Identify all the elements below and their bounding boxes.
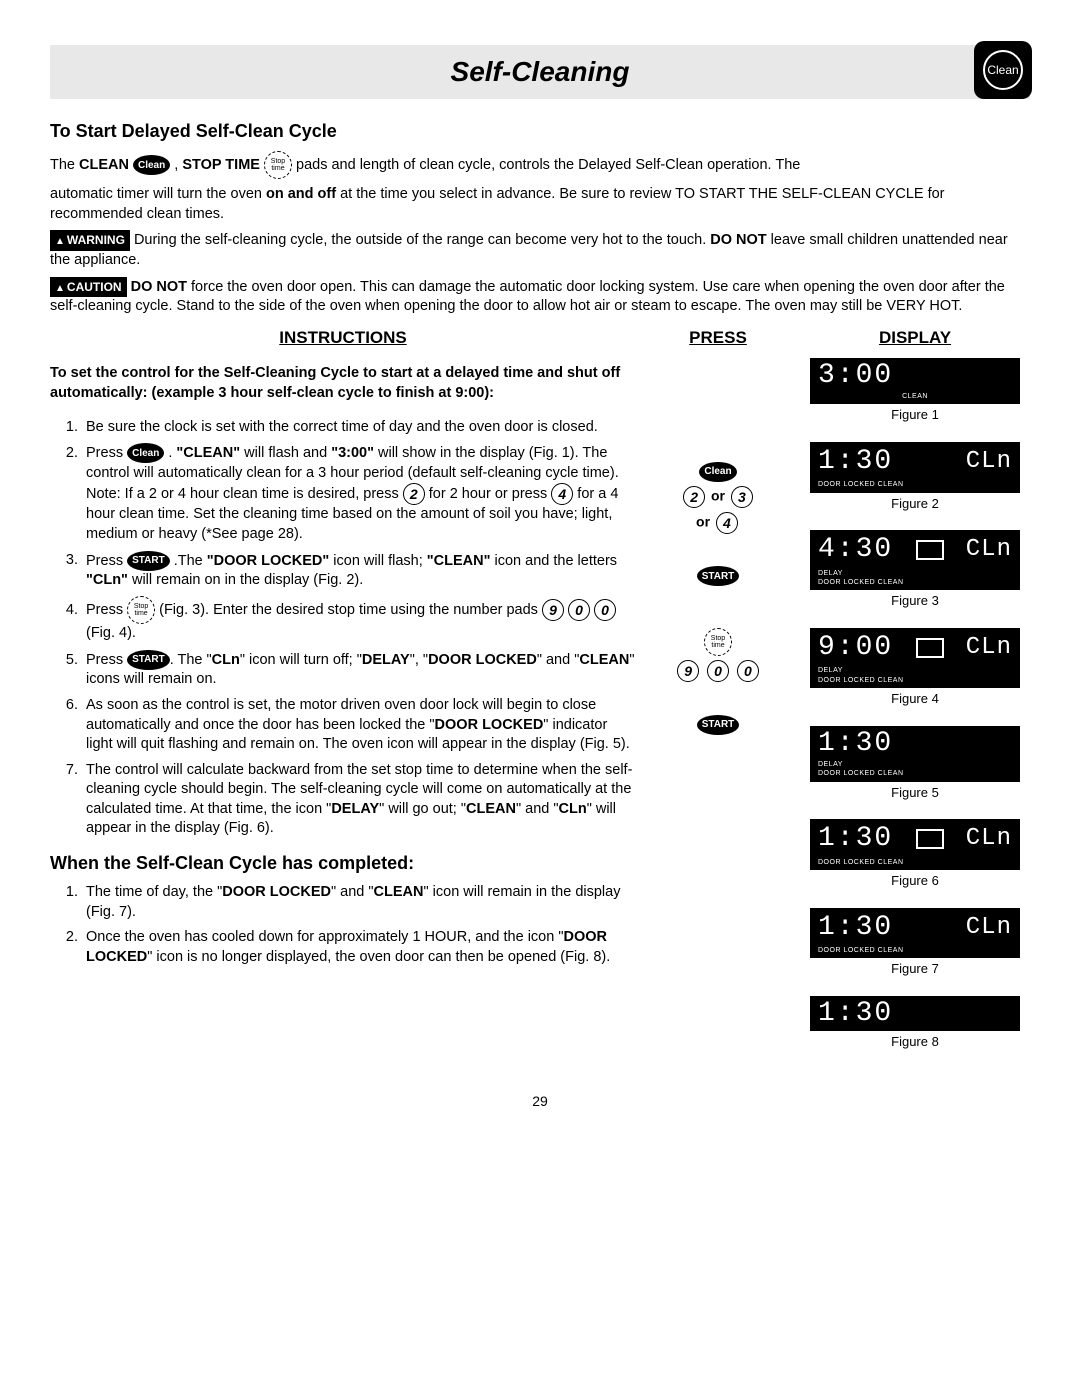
- display-sub-text: DELAYDOOR LOCKED CLEAN: [818, 666, 1012, 685]
- keypad-4-icon: 4: [551, 483, 573, 505]
- oven-icon: [916, 540, 944, 560]
- instruction-step: As soon as the control is set, the motor…: [82, 696, 636, 755]
- display-main-time: 1:30: [818, 914, 893, 942]
- keypad-0-icon: 0: [568, 599, 590, 621]
- display-side-text: CLn: [966, 446, 1012, 478]
- figure-caption: Figure 8: [800, 1033, 1030, 1051]
- clean-pad-icon: Clean: [133, 155, 170, 175]
- display-side-text: CLn: [966, 632, 1012, 664]
- instruction-step: Press Stoptime (Fig. 3). Enter the desir…: [82, 596, 636, 644]
- page-number: 29: [50, 1092, 1030, 1111]
- display-main-time: 4:30: [818, 536, 893, 564]
- three-column-layout: INSTRUCTIONS To set the control for the …: [50, 327, 1030, 1069]
- display-side-text: CLn: [966, 823, 1012, 855]
- oven-display: 3:00 CLEAN: [810, 358, 1020, 404]
- oven-display: 1:30 CLn DOOR LOCKED CLEAN: [810, 442, 1020, 493]
- figure-caption: Figure 1: [800, 406, 1030, 424]
- completed-step: Once the oven has cooled down for approx…: [82, 928, 636, 967]
- oven-display: 4:30 CLn DELAYDOOR LOCKED CLEAN: [810, 530, 1020, 590]
- oven-display: 1:30 CLn DOOR LOCKED CLEAN: [810, 819, 1020, 870]
- figure-caption: Figure 3: [800, 592, 1030, 610]
- keypad-2-icon: 2: [403, 483, 425, 505]
- keypad-9-icon: 9: [677, 660, 699, 682]
- figure-caption: Figure 4: [800, 690, 1030, 708]
- oven-display: 9:00 CLn DELAYDOOR LOCKED CLEAN: [810, 628, 1020, 688]
- instructions-column: INSTRUCTIONS To set the control for the …: [50, 327, 636, 1069]
- instruction-step: The control will calculate backward from…: [82, 761, 636, 839]
- warning-badge: WARNING: [50, 230, 130, 251]
- keypad-0-icon: 0: [737, 660, 759, 682]
- instruction-step: Press START. The "CLn" icon will turn of…: [82, 650, 636, 690]
- figure-caption: Figure 5: [800, 784, 1030, 802]
- figure-caption: Figure 6: [800, 872, 1030, 890]
- display-sub-text: DOOR LOCKED CLEAN: [818, 946, 1012, 955]
- clean-badge-label: Clean: [983, 50, 1023, 90]
- press-header: PRESS: [648, 327, 788, 350]
- clean-pad-icon: Clean: [127, 443, 164, 463]
- clean-pad-icon: Clean: [699, 462, 736, 482]
- press-step-5: START: [648, 714, 788, 734]
- keypad-9-icon: 9: [542, 599, 564, 621]
- display-main-time: 3:00: [818, 362, 893, 390]
- display-main-time: 9:00: [818, 634, 893, 662]
- instructions-header: INSTRUCTIONS: [50, 327, 636, 350]
- oven-display: 1:30 DELAYDOOR LOCKED CLEAN: [810, 726, 1020, 782]
- stop-time-pad-icon: Stop time: [704, 628, 732, 656]
- oven-display: 1:30 CLn DOOR LOCKED CLEAN: [810, 908, 1020, 959]
- display-sub-text: DOOR LOCKED CLEAN: [818, 858, 1012, 867]
- display-side-text: CLn: [966, 912, 1012, 944]
- display-header: DISPLAY: [800, 327, 1030, 350]
- instruction-step: Press Clean . "CLEAN" will flash and "3:…: [82, 443, 636, 544]
- instructions-lead: To set the control for the Self-Cleaning…: [50, 365, 620, 401]
- stop-time-pad-icon: Stoptime: [127, 596, 155, 624]
- display-sub-text: DOOR LOCKED CLEAN: [818, 480, 1012, 489]
- keypad-2-icon: 2: [683, 486, 705, 508]
- header-band: Self-Cleaning Clean: [50, 45, 1030, 99]
- keypad-0-icon: 0: [594, 599, 616, 621]
- display-main-time: 1:30: [818, 1000, 893, 1028]
- instruction-step: Be sure the clock is set with the correc…: [82, 418, 636, 438]
- intro-block: The CLEAN Clean , STOP TIME Stop time pa…: [50, 151, 1030, 317]
- start-pad-icon: START: [697, 715, 740, 735]
- press-step-3: START: [648, 566, 788, 586]
- display-main-time: 1:30: [818, 730, 893, 758]
- completed-list: The time of day, the "DOOR LOCKED" and "…: [50, 883, 636, 967]
- oven-icon: [916, 638, 944, 658]
- start-pad-icon: START: [697, 566, 740, 586]
- display-side-text: CLn: [966, 534, 1012, 566]
- display-main-time: 1:30: [818, 448, 893, 476]
- completed-step: The time of day, the "DOOR LOCKED" and "…: [82, 883, 636, 922]
- clean-badge-icon: Clean: [974, 41, 1032, 99]
- page-title: Self-Cleaning: [50, 45, 1030, 99]
- display-sub-text: DELAYDOOR LOCKED CLEAN: [818, 569, 1012, 588]
- keypad-3-icon: 3: [731, 486, 753, 508]
- instructions-list: Be sure the clock is set with the correc…: [50, 418, 636, 839]
- figure-caption: Figure 7: [800, 960, 1030, 978]
- section-heading-completed: When the Self-Clean Cycle has completed:: [50, 851, 636, 875]
- press-step-2: Clean 2 or 3 or 4: [648, 462, 788, 534]
- stop-time-pad-icon: Stop time: [264, 151, 292, 179]
- instruction-step: Press START .The "DOOR LOCKED" icon will…: [82, 551, 636, 591]
- display-sub-text: CLEAN: [818, 392, 1012, 401]
- press-column: PRESS Clean 2 or 3 or 4 START Stop time: [648, 327, 788, 1069]
- start-pad-icon: START: [127, 551, 170, 571]
- oven-display: 1:30: [810, 996, 1020, 1031]
- display-column: DISPLAY 3:00 CLEAN Figure 1 1:30 CLn DOOR LOC…: [800, 327, 1030, 1069]
- section-heading-start: To Start Delayed Self-Clean Cycle: [50, 119, 1030, 143]
- caution-badge: CAUTION: [50, 277, 127, 298]
- display-main-time: 1:30: [818, 825, 893, 853]
- keypad-4-icon: 4: [716, 512, 738, 534]
- figure-caption: Figure 2: [800, 495, 1030, 513]
- display-sub-text: DELAYDOOR LOCKED CLEAN: [818, 760, 1012, 779]
- keypad-0-icon: 0: [707, 660, 729, 682]
- start-pad-icon: START: [127, 650, 170, 670]
- press-step-4: Stop time 9 0 0: [648, 628, 788, 682]
- oven-icon: [916, 829, 944, 849]
